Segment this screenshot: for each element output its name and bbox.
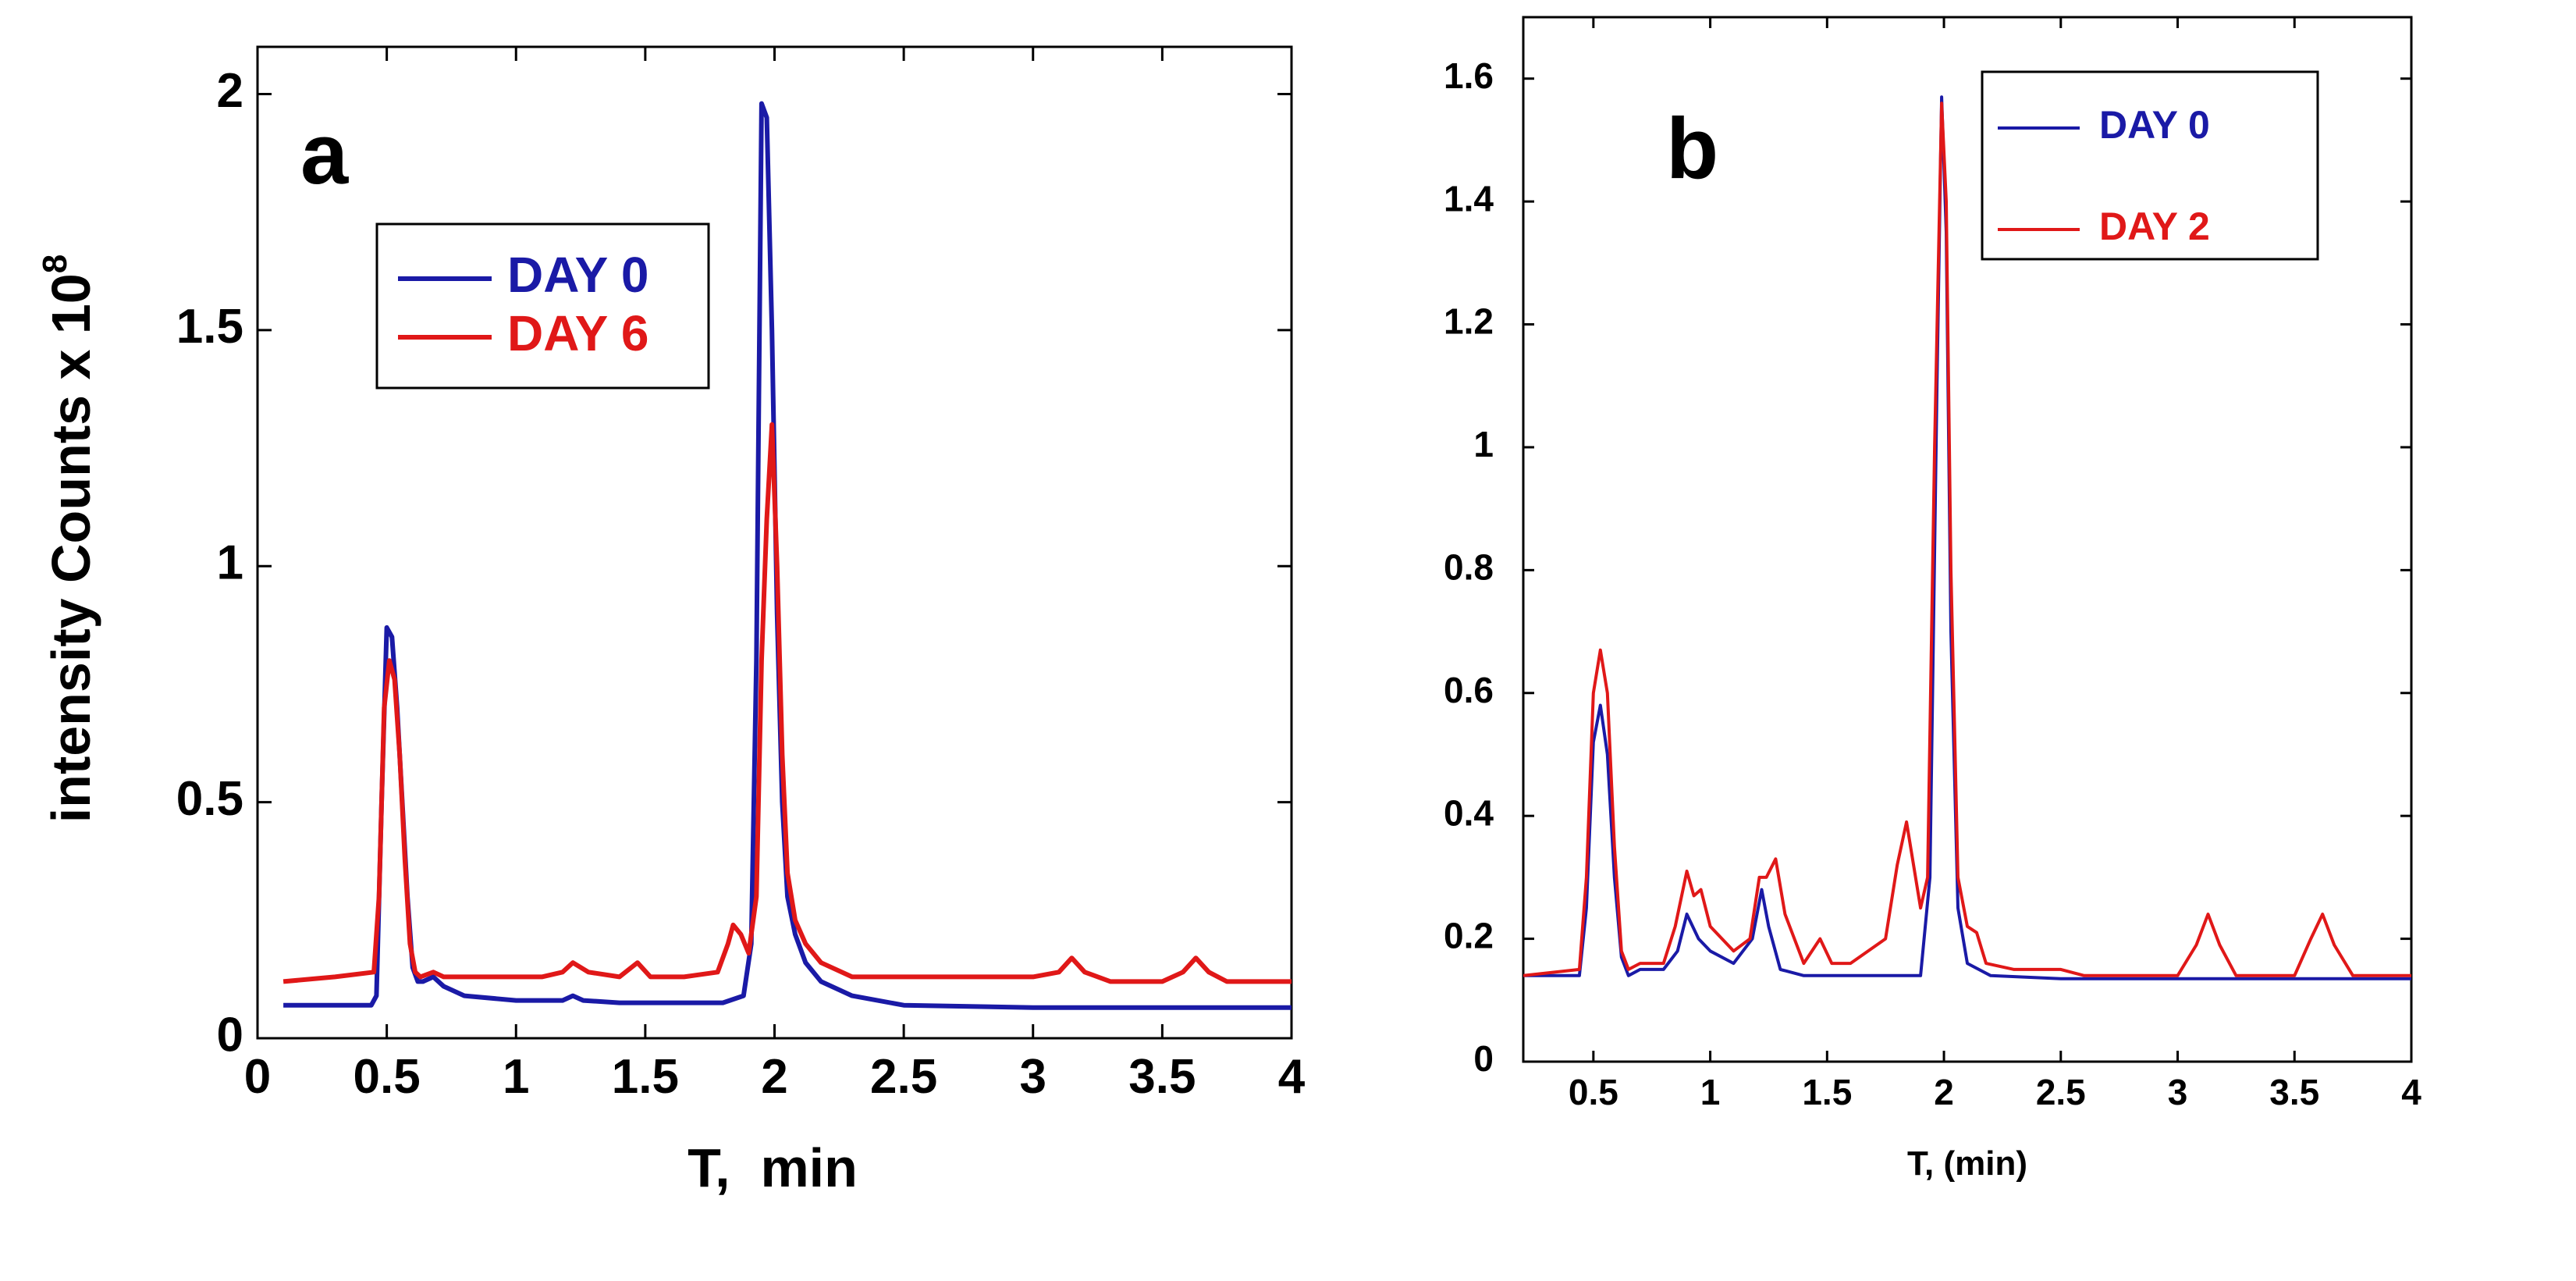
x-tick-label: 4 [1278,1050,1306,1104]
y-tick-label: 0.4 [1444,792,1494,833]
panel-b: 0.5 1 1.5 2 2.5 3 3.5 4 0 0.2 0.4 0.6 0.8 1 1.2 1.4 1.6 T… [1444,16,2421,1183]
series-line-day-2 [1523,101,2411,977]
x-tick-label: 3.5 [1128,1050,1196,1104]
x-tick-label: 0.5 [1569,1072,1618,1112]
y-axis-label: intensity Counts x 108 [36,254,101,824]
y-tick-label: 1 [217,536,243,590]
x-tick-label: 2.5 [870,1050,937,1104]
legend-entry-label: DAY 2 [2099,205,2210,248]
y-tick-label: 1.6 [1444,55,1494,96]
x-axis-label: T, (min) [1907,1144,2027,1183]
y-tick-label: 0.8 [1444,547,1494,588]
y-tick-label: 0.2 [1444,916,1494,956]
y-tick-label: 1.4 [1444,178,1494,219]
legend-box [375,222,710,390]
y-tick-label: 0 [1473,1038,1494,1079]
x-tick-label: 2 [1934,1072,1954,1112]
legend-entry-label: DAY 0 [2099,103,2210,147]
x-tick-label: 1.5 [612,1050,679,1104]
legend-b: DAY 0 DAY 2 [1981,70,2319,261]
x-tick-label: 3 [1020,1050,1046,1104]
x-tick-label: 3 [2168,1072,2188,1112]
x-tick-label: 3.5 [2269,1072,2319,1112]
x-tick-label: 2.5 [2036,1072,2086,1112]
x-tick-label: 1 [1700,1072,1721,1112]
x-tick-label: 0 [244,1050,271,1104]
y-tick-label: 0.6 [1444,670,1494,710]
y-tick-label: 2 [217,64,243,118]
x-tick-label: 4 [2401,1072,2421,1112]
series-line-day-6 [282,422,1292,984]
plot-frame-b [1522,16,2413,1063]
panel-a: 0 0.5 1 1.5 2 2.5 3 3.5 4 0 0.5 1 1.5 2 T, min intensit… [36,45,1306,1198]
x-tick-label: 0.5 [354,1050,421,1104]
x-axis-label: T, min [688,1137,858,1198]
x-tick-label: 2 [761,1050,787,1104]
legend-entry-label: DAY 0 [507,247,648,303]
panel-letter-b: b [1666,101,1718,197]
legend-entry-label: DAY 6 [507,305,648,361]
y-tick-label: 0.5 [176,772,243,826]
y-tick-label: 1.2 [1444,301,1494,342]
y-axis-label-exponent: 8 [36,254,74,273]
y-axis-label-text: intensity Counts x 10 [41,273,101,823]
y-tick-label: 1.5 [176,300,243,354]
y-tick-label: 0 [217,1008,243,1062]
y-tick-label: 1 [1473,424,1494,464]
x-tick-label: 1 [503,1050,529,1104]
x-tick-label: 1.5 [1802,1072,1852,1112]
panel-letter-a: a [300,106,349,202]
